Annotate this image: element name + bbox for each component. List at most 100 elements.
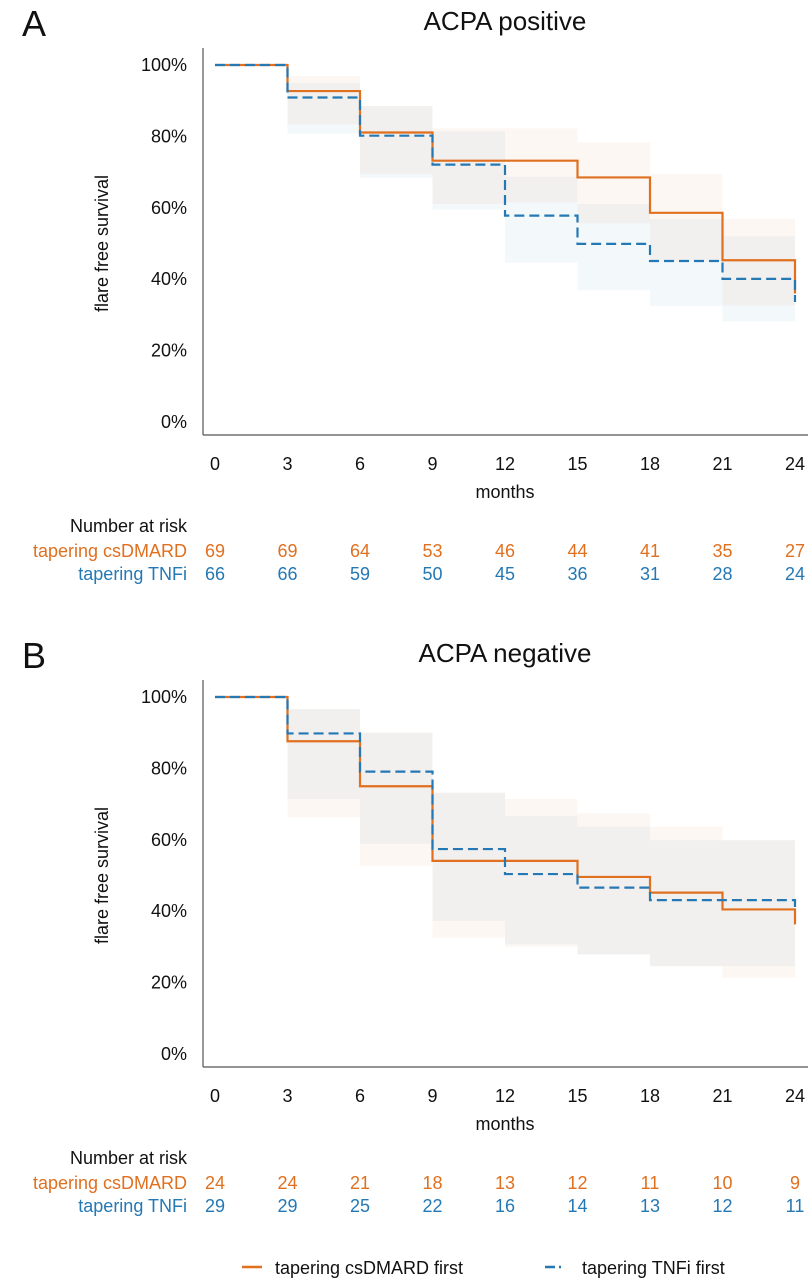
ci-band [505,128,578,203]
x-tick-label: 0 [210,1086,220,1106]
panel-b: B ACPA negative 0% 20% 40% 60% 80% 100% 0 3 6 9 12 15… [22,635,808,1216]
risk-count: 44 [567,541,587,561]
x-axis-label: months [475,1114,534,1134]
ci-band [505,176,578,263]
x-tick-label: 18 [640,454,660,474]
risk-count: 28 [712,564,732,584]
ci-band [577,813,650,955]
risk-count: 46 [495,541,515,561]
y-tick-label: 80% [151,758,187,778]
risk-count: 22 [422,1196,442,1216]
risk-count: 27 [785,541,805,561]
x-axis-label: months [475,482,534,502]
y-tick-label: 0% [161,1044,187,1064]
ci-band [360,106,433,178]
y-tick-label: 40% [151,269,187,289]
risk-count: 13 [495,1173,515,1193]
risk-count: 41 [640,541,660,561]
risk-table-header: Number at risk [70,516,188,536]
ci-band [650,840,723,967]
legend-label-csdmard: tapering csDMARD first [275,1258,463,1278]
y-tick-label: 0% [161,412,187,432]
ci-band [722,218,795,306]
y-tick-label: 60% [151,830,187,850]
risk-count: 69 [205,541,225,561]
series-line-tnfi [215,695,797,908]
x-tick-label: 21 [712,454,732,474]
y-tick-label: 60% [151,198,187,218]
risk-count: 24 [205,1173,225,1193]
legend: tapering csDMARD first tapering TNFi fir… [242,1258,725,1278]
ci-band [650,173,723,262]
risk-row-label: tapering csDMARD [33,541,187,561]
panel-label: B [22,635,46,676]
risk-table-header: Number at risk [70,1148,188,1168]
y-tick-label: 80% [151,126,187,146]
risk-count: 10 [712,1173,732,1193]
risk-count: 64 [350,541,370,561]
risk-count: 24 [785,564,805,584]
x-tick-label: 12 [495,1086,515,1106]
ci-band [577,142,650,224]
x-tick-label: 9 [427,1086,437,1106]
ci-band [287,709,360,800]
ci-band [432,792,505,938]
ci-band [505,815,578,945]
risk-count: 31 [640,564,660,584]
ci-band [360,732,433,866]
risk-count: 53 [422,541,442,561]
risk-count: 12 [712,1196,732,1216]
y-axis-label: flare free survival [92,807,112,944]
y-tick-label: 20% [151,973,187,993]
y-tick-label: 100% [141,55,187,75]
x-tick-label: 15 [567,454,587,474]
x-tick-label: 9 [427,454,437,474]
x-tick-label: 15 [567,1086,587,1106]
risk-count: 25 [350,1196,370,1216]
risk-count: 59 [350,564,370,584]
ci-band [287,709,360,818]
x-tick-label: 0 [210,454,220,474]
x-tick-label: 6 [355,454,365,474]
risk-row-label: tapering TNFi [78,1196,187,1216]
panel-label: A [22,3,46,44]
risk-count: 66 [205,564,225,584]
ci-band [360,106,433,174]
x-tick-label: 3 [282,1086,292,1106]
ci-band [650,218,723,306]
x-tick-label: 6 [355,1086,365,1106]
y-tick-label: 20% [151,341,187,361]
chart-title: ACPA negative [419,638,592,668]
ci-band [577,826,650,955]
ci-band [432,131,505,210]
risk-count: 18 [422,1173,442,1193]
legend-label-tnfi: tapering TNFi first [582,1258,725,1278]
risk-count: 24 [277,1173,297,1193]
ci-band [287,76,360,125]
x-tick-label: 18 [640,1086,660,1106]
x-tick-label: 21 [712,1086,732,1106]
risk-count: 35 [712,541,732,561]
risk-row-label: tapering csDMARD [33,1173,187,1193]
x-tick-label: 12 [495,454,515,474]
y-tick-label: 40% [151,901,187,921]
ci-band [432,792,505,921]
y-axis-label: flare free survival [92,175,112,312]
risk-count: 29 [205,1196,225,1216]
risk-count: 11 [786,1196,805,1216]
ci-band [360,732,433,844]
risk-count: 11 [641,1173,660,1193]
x-tick-label: 3 [282,454,292,474]
risk-count: 69 [277,541,297,561]
risk-count: 16 [495,1196,515,1216]
ci-band [650,826,723,967]
risk-count: 13 [640,1196,660,1216]
risk-count: 66 [277,564,297,584]
risk-count: 21 [350,1173,370,1193]
series-line-csdmard [215,63,797,294]
risk-count: 14 [567,1196,587,1216]
risk-count: 36 [567,564,587,584]
risk-count: 12 [567,1173,587,1193]
